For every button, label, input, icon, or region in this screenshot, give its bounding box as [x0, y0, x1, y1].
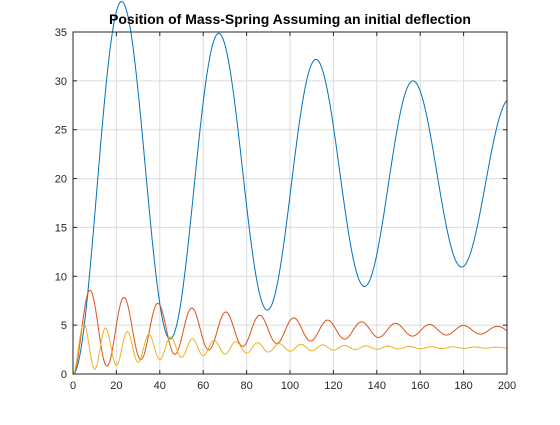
series-line-1	[72, 1, 508, 375]
x-tick-label: 20	[110, 380, 122, 392]
y-tick-label: 35	[55, 27, 67, 39]
x-tick-label: 140	[368, 380, 386, 392]
x-tick-label: 40	[154, 380, 166, 392]
y-tick-label: 25	[55, 125, 67, 137]
ticks: 0 20 40 60 80 100 120 140 160 180 200 0 5 10 15 20 25 30 3…	[55, 27, 516, 392]
chart-title: Position of Mass-Spring Assuming an init…	[109, 11, 471, 27]
series-line-2	[72, 289, 508, 375]
y-tick-label: 20	[55, 174, 67, 186]
x-tick-label: 160	[411, 380, 429, 392]
y-tick-label: 5	[61, 320, 67, 332]
series-line-3	[72, 323, 508, 375]
x-tick-label: 80	[240, 380, 252, 392]
y-tick-label: 10	[55, 271, 67, 283]
y-tick-label: 30	[55, 76, 67, 88]
series-layer	[72, 1, 508, 375]
y-tick-label: 0	[61, 369, 67, 381]
x-tick-label: 180	[454, 380, 472, 392]
x-tick-label: 120	[324, 380, 342, 392]
x-tick-label: 0	[70, 380, 76, 392]
x-tick-label: 100	[281, 380, 299, 392]
x-tick-label: 60	[197, 380, 209, 392]
x-tick-label: 200	[498, 380, 516, 392]
y-tick-label: 15	[55, 222, 67, 234]
